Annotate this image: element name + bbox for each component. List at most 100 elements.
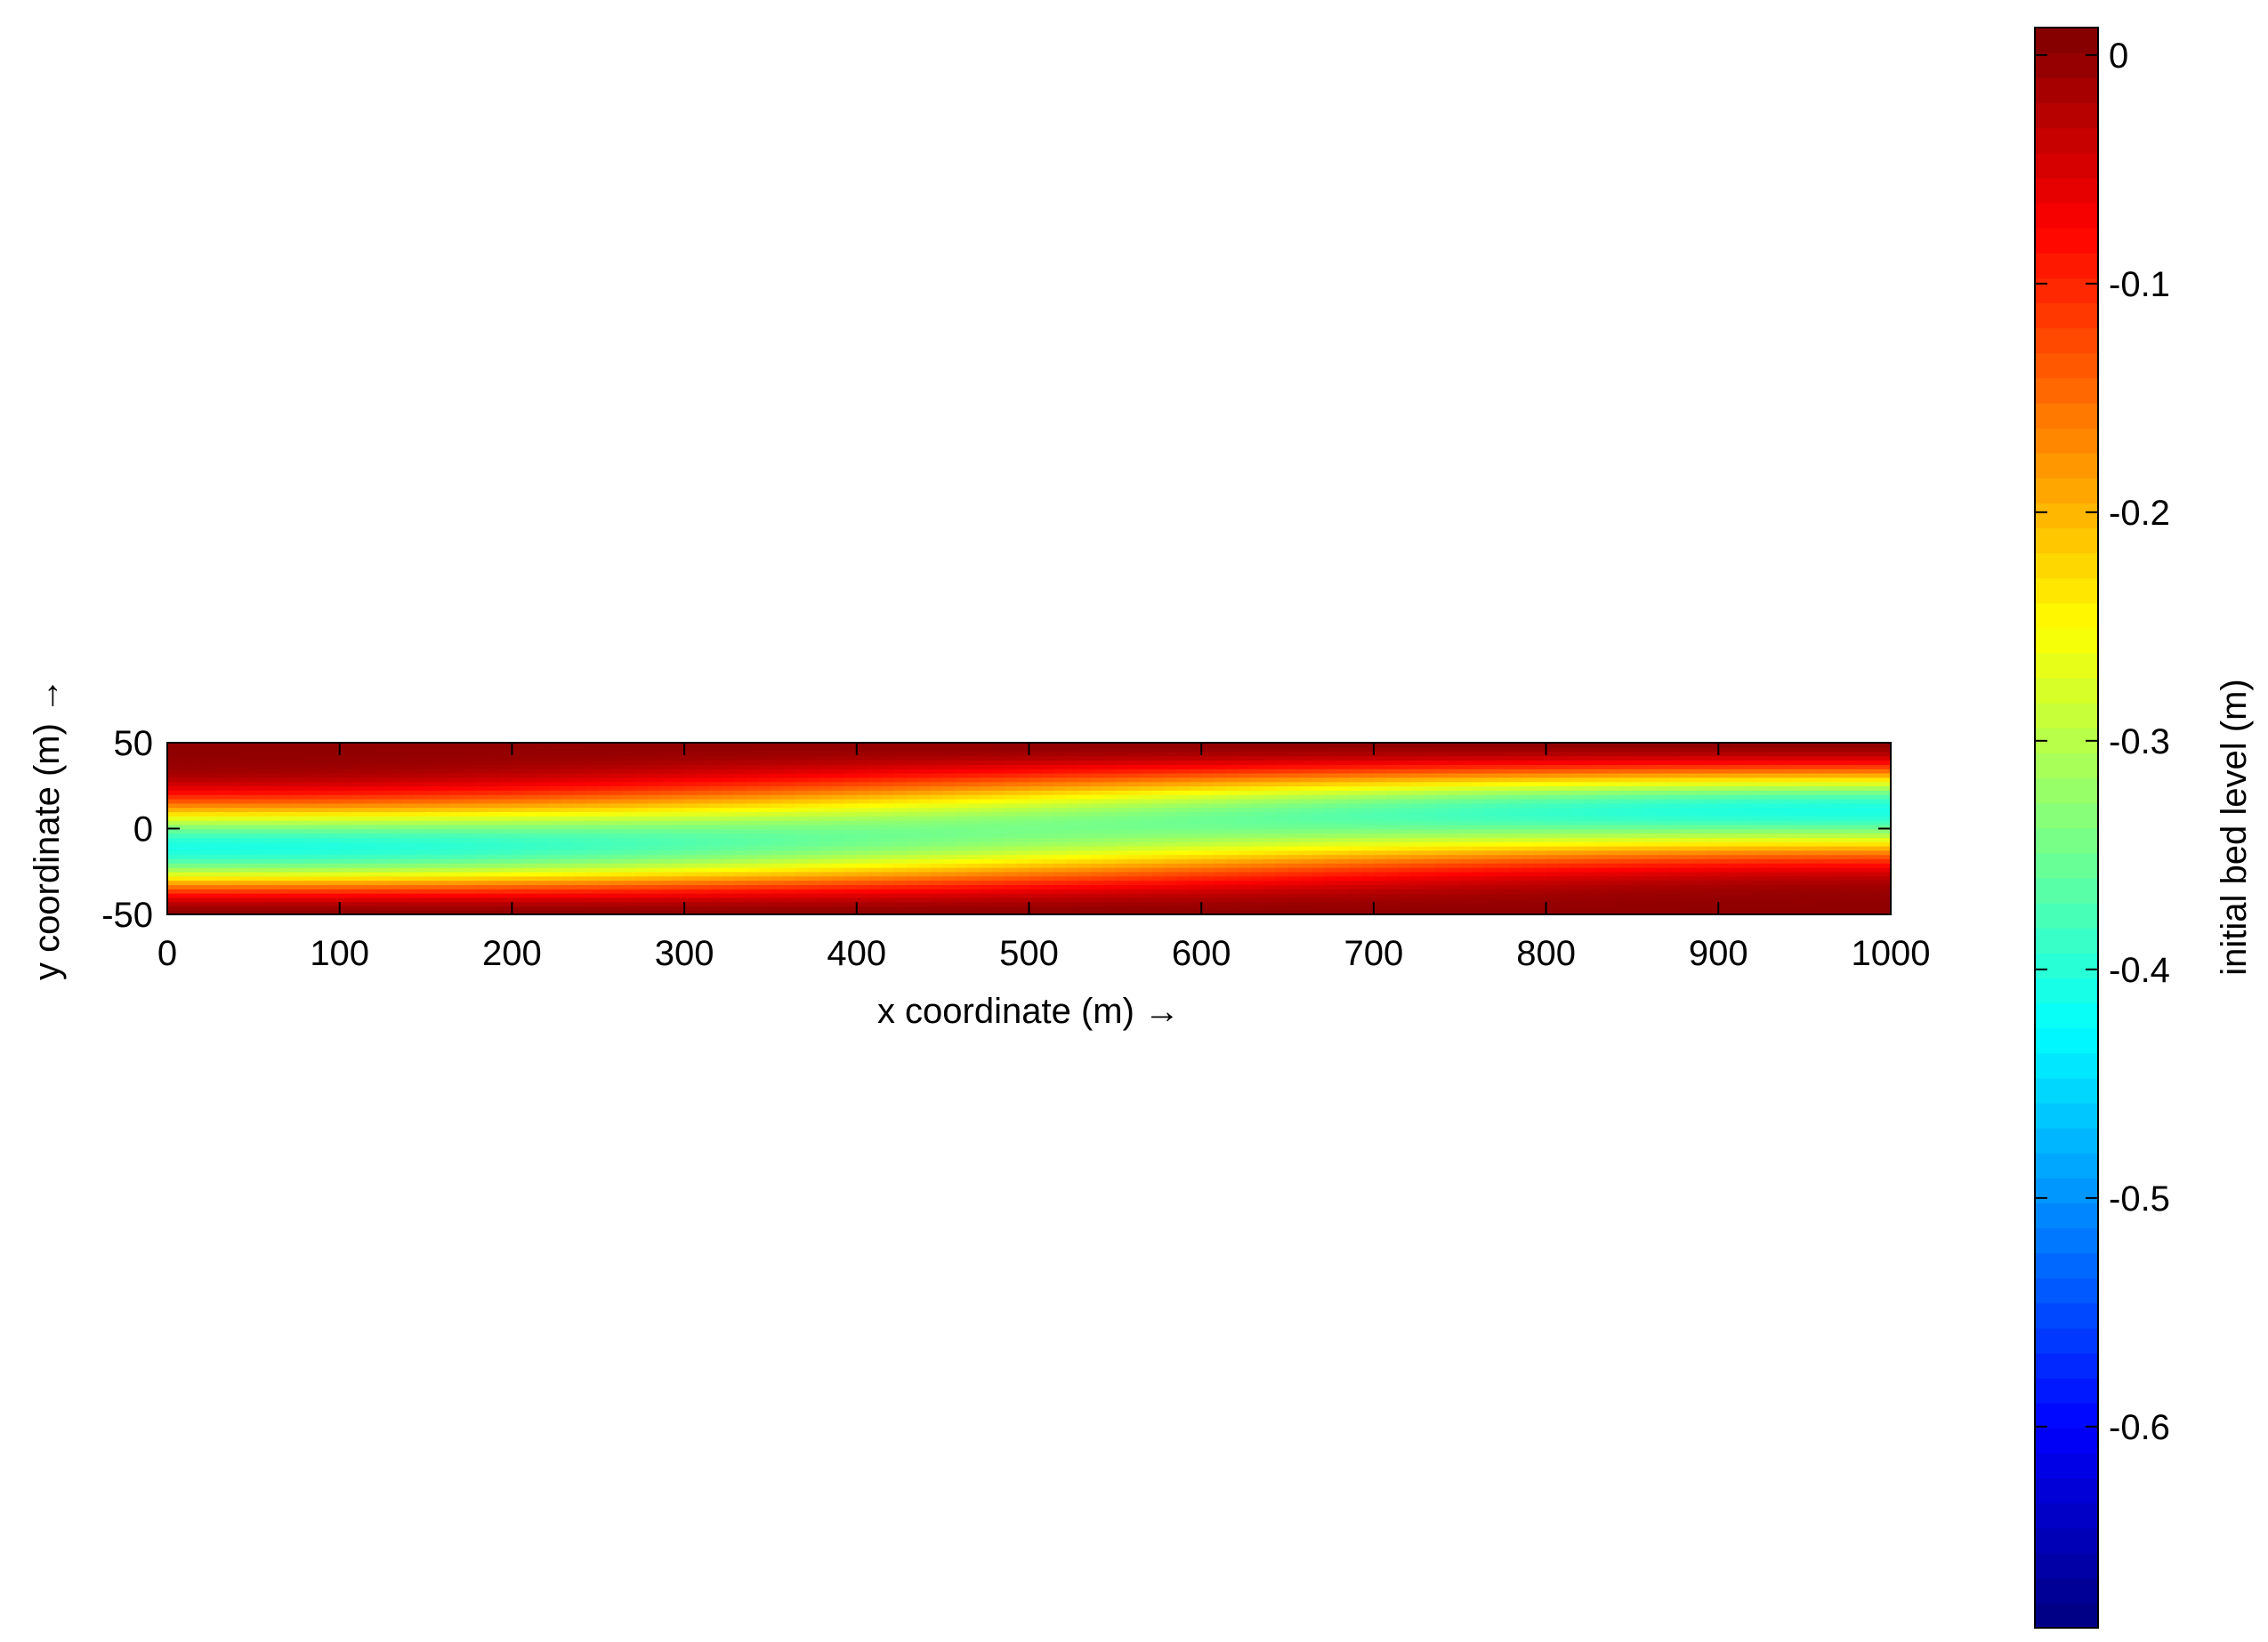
heatmap-cell [1275, 906, 1288, 911]
heatmap-cell [1693, 790, 1707, 795]
heatmap-cell [450, 866, 464, 873]
heatmap-cell [1459, 906, 1473, 911]
heatmap-cell [1497, 768, 1510, 774]
heatmap-cell [487, 781, 501, 787]
heatmap-cell [1299, 858, 1313, 864]
heatmap-cell [1324, 772, 1338, 778]
heatmap-cell [1742, 863, 1756, 868]
heatmap-cell [1361, 824, 1375, 830]
heatmap-cell [1423, 802, 1436, 809]
heatmap-cell [1755, 892, 1769, 898]
heatmap-cell [278, 777, 292, 783]
heatmap-cell [1681, 880, 1695, 886]
heatmap-cell [1164, 871, 1178, 877]
heatmap-cell [1349, 837, 1362, 842]
heatmap-cell [1349, 793, 1362, 800]
heatmap-cell [1053, 875, 1067, 881]
heatmap-cell [376, 897, 390, 903]
heatmap-cell [1497, 875, 1510, 881]
heatmap-cell [843, 798, 858, 804]
heatmap-cell [1693, 906, 1707, 911]
heatmap-cell [1792, 884, 1805, 889]
heatmap-cell [967, 785, 981, 791]
heatmap-cell [1127, 841, 1141, 847]
heatmap-cell [1447, 880, 1461, 886]
heatmap-cell [1312, 897, 1326, 903]
heatmap-cell [1878, 837, 1891, 842]
heatmap-cell [1866, 807, 1879, 813]
heatmap-cell [1780, 824, 1794, 830]
heatmap-cell [253, 910, 267, 914]
heatmap-cell [376, 880, 390, 886]
heatmap-cell [1497, 863, 1510, 868]
heatmap-cell [881, 837, 895, 842]
heatmap-cell [1090, 892, 1104, 898]
heatmap-cell [1558, 889, 1572, 894]
heatmap-cell [1127, 889, 1141, 894]
heatmap-cell [537, 845, 550, 851]
heatmap-cell [1127, 781, 1141, 787]
heatmap-cell [1841, 910, 1855, 914]
heatmap-cell [967, 906, 981, 911]
heatmap-cell [438, 849, 452, 856]
heatmap-cell [1570, 858, 1584, 864]
heatmap-cell [1767, 793, 1781, 800]
heatmap-cell [1632, 777, 1646, 783]
heatmap-cell [1681, 841, 1695, 847]
heatmap-cell [647, 760, 661, 765]
heatmap-cell [1594, 892, 1609, 898]
heatmap-cell [450, 807, 464, 813]
heatmap-cell [1828, 807, 1843, 813]
heatmap-cell [1299, 819, 1313, 825]
heatmap-cell [832, 901, 845, 907]
heatmap-cell [1731, 837, 1744, 842]
heatmap-cell [746, 760, 759, 765]
heatmap-cell [1299, 910, 1313, 914]
heatmap-cell [1385, 785, 1400, 791]
heatmap-cell [906, 901, 919, 907]
heatmap-cell [1373, 824, 1387, 830]
heatmap-cell [610, 845, 624, 851]
heatmap-cell [1176, 866, 1190, 873]
heatmap-cell [659, 906, 674, 911]
heatmap-cell [191, 854, 206, 860]
heatmap-cell [622, 871, 636, 877]
heatmap-cell [487, 858, 501, 864]
heatmap-cell [1521, 892, 1535, 898]
heatmap-cell [1016, 764, 1030, 769]
heatmap-cell [253, 781, 267, 787]
heatmap-cell [1472, 884, 1486, 889]
heatmap-cell [1151, 841, 1166, 847]
heatmap-cell [1324, 841, 1338, 847]
heatmap-cell [758, 871, 771, 877]
heatmap-cell [721, 768, 735, 774]
heatmap-cell [1004, 807, 1018, 813]
heatmap-cell [1447, 863, 1461, 868]
heatmap-cell [1078, 833, 1092, 838]
heatmap-cell [659, 841, 674, 847]
heatmap-cell [1755, 841, 1769, 847]
heatmap-cell [1336, 871, 1351, 877]
heatmap-cell [1324, 768, 1338, 774]
heatmap-cell [807, 764, 821, 769]
heatmap-cell [1792, 828, 1805, 834]
heatmap-cell [1053, 854, 1067, 860]
heatmap-cell [1312, 871, 1326, 877]
heatmap-cell [1657, 897, 1670, 903]
heatmap-cell [1336, 854, 1351, 860]
heatmap-cell [1189, 858, 1202, 864]
heatmap-cell [721, 785, 735, 791]
heatmap-cell [376, 910, 390, 914]
heatmap-cell [327, 819, 341, 825]
heatmap-cell [1509, 833, 1522, 838]
heatmap-cell [1583, 828, 1596, 834]
heatmap-cell [1423, 824, 1436, 830]
heatmap-cell [856, 897, 870, 903]
heatmap-cell [1497, 785, 1510, 791]
heatmap-cell [253, 863, 267, 868]
heatmap-cell [450, 906, 464, 911]
heatmap-cell [241, 811, 254, 817]
heatmap-cell [1706, 901, 1720, 907]
heatmap-cell [1755, 790, 1769, 795]
heatmap-cell [795, 906, 809, 911]
